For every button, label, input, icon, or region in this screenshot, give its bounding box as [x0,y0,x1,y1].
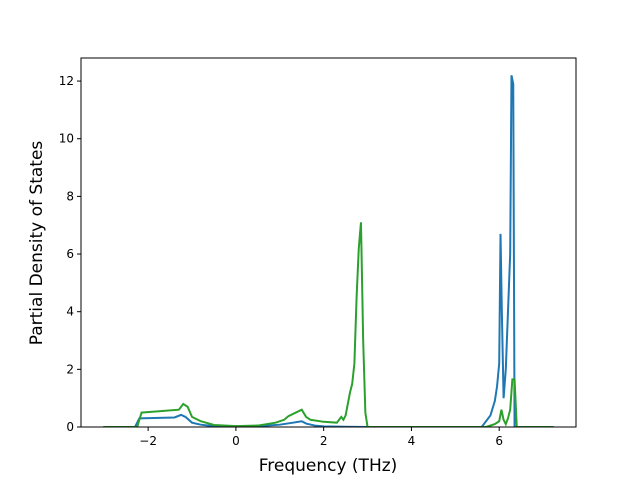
x-tick-label: 6 [495,434,503,448]
y-tick-label: 6 [66,247,74,261]
y-tick-label: 10 [59,132,74,146]
line-series [103,222,554,427]
x-tick-label: −2 [139,434,157,448]
line-series [103,75,554,427]
y-tick-label: 0 [66,420,74,434]
x-tick-label: 0 [232,434,240,448]
y-axis-label: Partial Density of States [27,141,47,346]
x-tick-label: 2 [320,434,328,448]
x-axis-label: Frequency (THz) [259,456,398,476]
y-tick-label: 2 [66,362,74,376]
x-tick-label: 4 [408,434,416,448]
plot-frame [80,57,577,428]
y-tick-label: 12 [59,74,74,88]
y-tick-label: 8 [66,189,74,203]
y-tick-label: 4 [66,305,74,319]
